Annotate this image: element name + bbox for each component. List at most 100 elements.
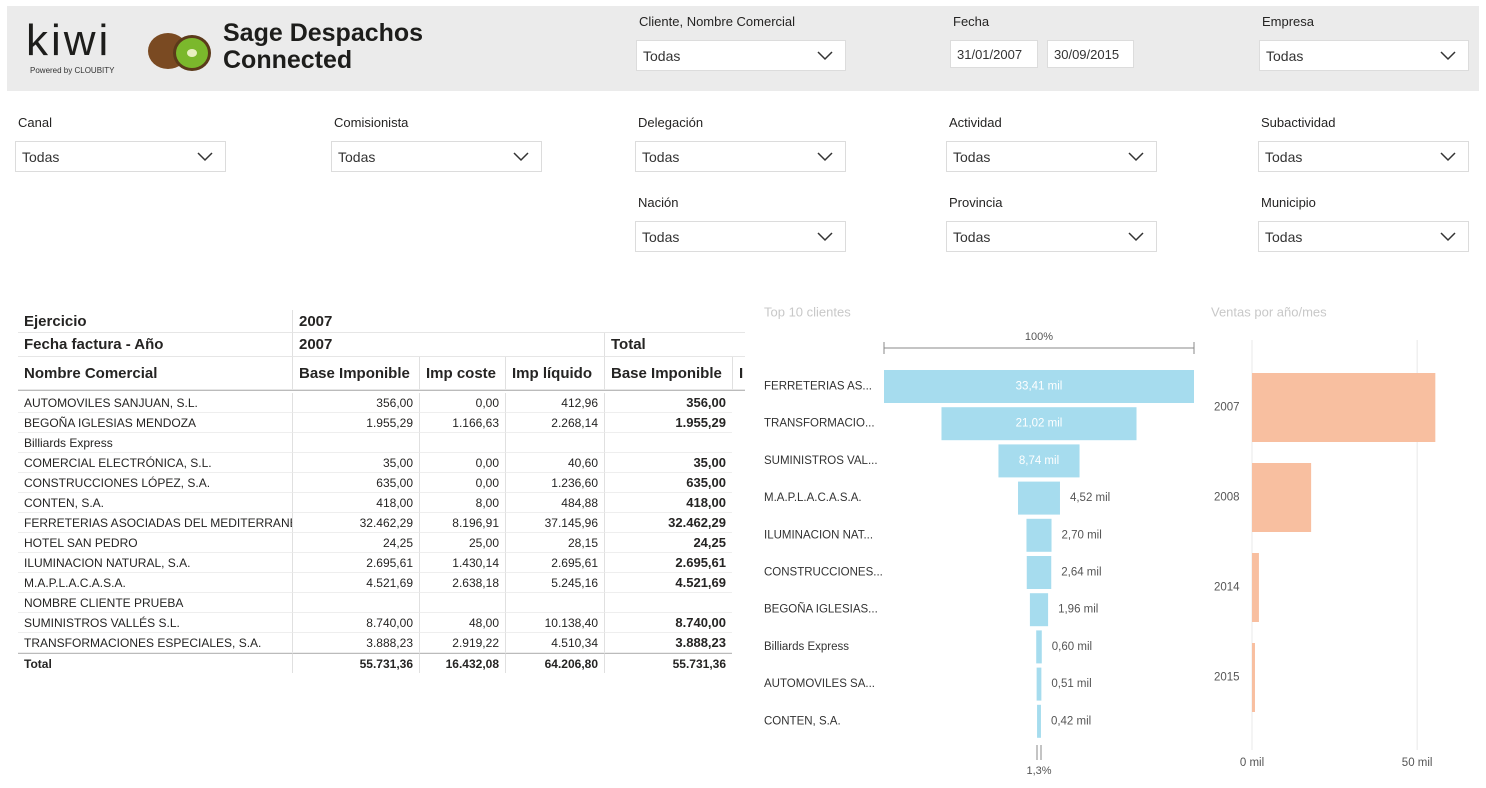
chevron xyxy=(817,51,833,61)
category-label: ILUMINACION NAT... xyxy=(764,529,873,541)
number-cell: 35,00 xyxy=(292,453,419,473)
chart-title: Ventas por año/mes xyxy=(1211,304,1327,319)
number-cell: 24,25 xyxy=(292,533,419,553)
dropdown-value: Todas xyxy=(642,229,680,245)
dropdown-value: Todas xyxy=(1265,229,1303,245)
number-cell xyxy=(604,593,732,613)
y-tick-label: 2008 xyxy=(1214,492,1240,504)
category-label: CONSTRUCCIONES... xyxy=(764,567,883,579)
number-cell: 3.888,23 xyxy=(292,633,419,653)
number-cell: 2.268,14 xyxy=(505,413,604,433)
y-tick-label: 2015 xyxy=(1214,672,1240,684)
value-label: 0,51 mil xyxy=(1051,678,1091,690)
number-cell: 635,00 xyxy=(292,473,419,493)
number-cell: 356,00 xyxy=(292,393,419,413)
dropdown[interactable]: Todas xyxy=(636,40,846,71)
header-cell: Fecha factura - Año xyxy=(18,333,292,357)
chevron xyxy=(197,152,213,162)
number-cell xyxy=(505,593,604,613)
y-tick-label: 2014 xyxy=(1214,582,1240,594)
name-cell: CONTEN, S.A. xyxy=(18,493,292,513)
number-cell: 8.740,00 xyxy=(292,613,419,633)
filter-label: Subactividad xyxy=(1261,115,1336,130)
number-cell: 8.740,00 xyxy=(604,613,732,633)
number-cell: 2.695,61 xyxy=(604,553,732,573)
number-cell: 16.432,08 xyxy=(419,653,505,673)
chevron xyxy=(1440,152,1456,162)
dropdown[interactable]: Todas xyxy=(1258,221,1469,252)
bar xyxy=(1252,463,1312,532)
number-cell xyxy=(419,433,505,453)
funnel-bottom-bracket xyxy=(1036,745,1042,760)
number-cell: 1.955,29 xyxy=(292,413,419,433)
name-cell: HOTEL SAN PEDRO xyxy=(18,533,292,553)
logo-tagline: Powered by CLOUBITY xyxy=(30,66,115,75)
number-cell: 10.138,40 xyxy=(505,613,604,633)
number-cell: 418,00 xyxy=(292,493,419,513)
header-rule xyxy=(18,390,745,391)
dropdown-value: Todas xyxy=(642,149,680,165)
dropdown[interactable]: Todas xyxy=(1258,141,1469,172)
dropdown[interactable]: Todas xyxy=(946,141,1157,172)
dropdown[interactable]: Todas xyxy=(15,141,226,172)
number-cell: 635,00 xyxy=(604,473,732,493)
dropdown[interactable]: Todas xyxy=(635,221,846,252)
funnel-bar xyxy=(1018,481,1060,515)
header-cell: 2007 xyxy=(292,310,745,333)
dropdown[interactable]: Todas xyxy=(946,221,1157,252)
x-tick-label: 50 mil xyxy=(1402,757,1433,769)
number-cell: 28,15 xyxy=(505,533,604,553)
value-label: 4,52 mil xyxy=(1070,492,1110,504)
name-cell: FERRETERIAS ASOCIADAS DEL MEDITERRANEO xyxy=(18,513,292,533)
category-label: Billiards Express xyxy=(764,641,849,653)
category-label: AUTOMOVILES SA... xyxy=(764,678,875,690)
app-title: Sage Despachos Connected xyxy=(223,20,423,74)
header-cell: 2007 xyxy=(292,333,604,357)
filter-label: Canal xyxy=(18,115,52,130)
date-box[interactable]: 31/01/2007 xyxy=(950,40,1038,68)
number-cell: 5.245,16 xyxy=(505,573,604,593)
number-cell xyxy=(292,433,419,453)
value-label: 8,74 mil xyxy=(1019,455,1059,467)
number-cell: 2.695,61 xyxy=(292,553,419,573)
chevron xyxy=(1128,152,1144,162)
app-title-line: Sage Despachos xyxy=(223,19,424,47)
dropdown[interactable]: Todas xyxy=(635,141,846,172)
dropdown-value: Todas xyxy=(953,149,991,165)
number-cell: 48,00 xyxy=(419,613,505,633)
date-box[interactable]: 30/09/2015 xyxy=(1047,40,1134,68)
header-cell: Imp líquido xyxy=(505,357,604,390)
header-cell: Base Imponible xyxy=(604,357,732,390)
number-cell: 1.166,63 xyxy=(419,413,505,433)
number-cell: 32.462,29 xyxy=(292,513,419,533)
filter-label: Delegación xyxy=(638,115,704,130)
name-cell: COMERCIAL ELECTRÓNICA, S.L. xyxy=(18,453,292,473)
header-cell: Base Imponible xyxy=(292,357,419,390)
name-cell: SUMINISTROS VALLÉS S.L. xyxy=(18,613,292,633)
name-cell: TRANSFORMACIONES ESPECIALES, S.A. xyxy=(18,633,292,653)
category-label: FERRETERIAS AS... xyxy=(764,381,872,393)
funnel-bar xyxy=(941,407,1137,441)
number-cell: 8,00 xyxy=(419,493,505,513)
funnel-bottom-label: 1,3% xyxy=(1026,765,1051,777)
filter-label: Municipio xyxy=(1261,195,1316,210)
number-cell: 24,25 xyxy=(604,533,732,553)
name-cell: M.A.P.L.A.C.A.S.A. xyxy=(18,573,292,593)
number-cell: 1.236,60 xyxy=(505,473,604,493)
chevron xyxy=(1440,232,1456,242)
bar xyxy=(1252,553,1259,622)
number-cell: 0,00 xyxy=(419,453,505,473)
dropdown[interactable]: Todas xyxy=(331,141,542,172)
number-cell: 55.731,36 xyxy=(292,653,419,673)
funnel-bar xyxy=(1026,518,1052,552)
dropdown-value: Todas xyxy=(22,149,60,165)
name-cell: NOMBRE CLIENTE PRUEBA xyxy=(18,593,292,613)
funnel-bar xyxy=(1029,593,1049,627)
number-cell: 4.521,69 xyxy=(604,573,732,593)
number-cell: 25,00 xyxy=(419,533,505,553)
name-cell: AUTOMOVILES SANJUAN, S.L. xyxy=(18,393,292,413)
category-label: BEGOÑA IGLESIAS... xyxy=(764,603,878,616)
dropdown[interactable]: Todas xyxy=(1259,40,1469,71)
dropdown-value: Todas xyxy=(1266,48,1304,64)
